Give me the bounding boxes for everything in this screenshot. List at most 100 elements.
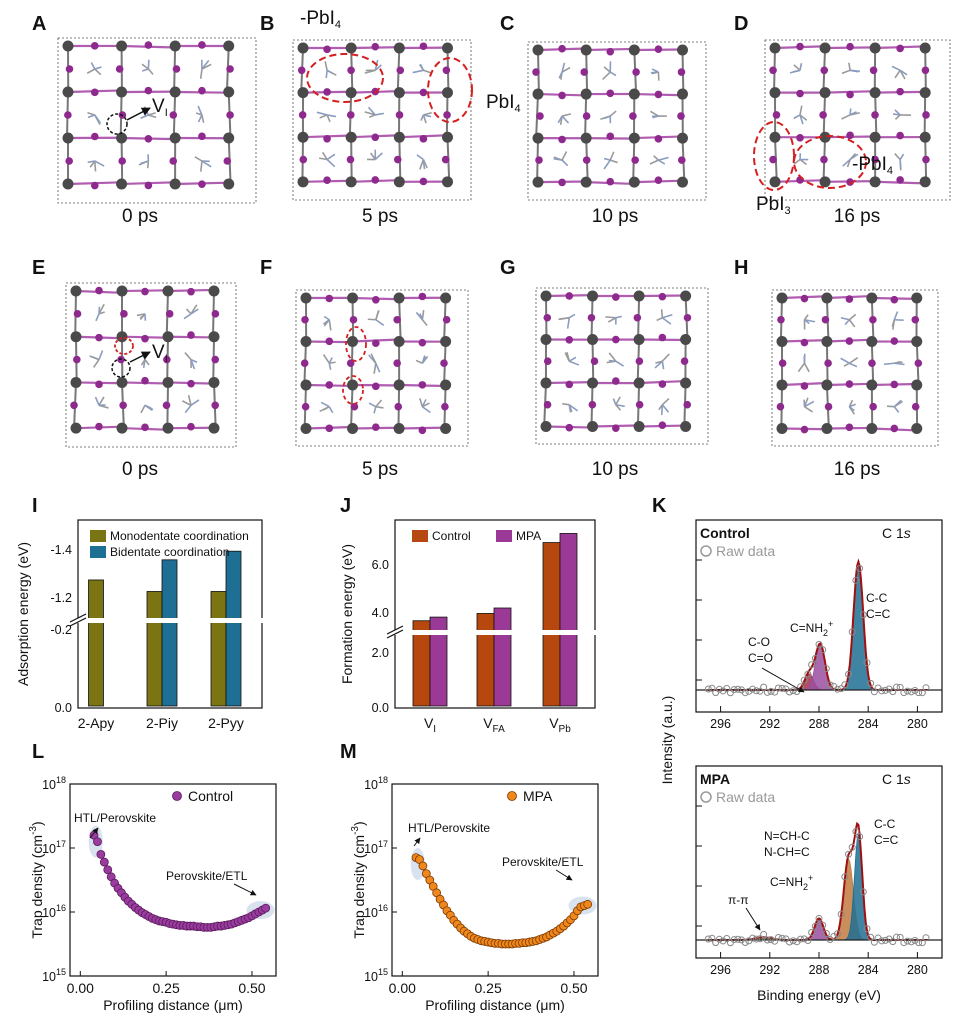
iodine-atom — [536, 112, 544, 120]
chart-l-legend: Control — [188, 788, 233, 804]
lead-atom — [776, 379, 788, 391]
lead-atom — [297, 176, 309, 188]
chart-k-mpa-raw-point — [848, 843, 856, 851]
lead-atom — [540, 377, 552, 389]
organic-cation — [561, 62, 566, 73]
lead-atom — [208, 376, 220, 388]
lead-atom — [440, 335, 452, 347]
lead-atom — [440, 422, 452, 434]
chart-k-label-c-o2: C=O — [748, 651, 773, 665]
organic-cation — [98, 396, 105, 406]
lead-atom — [821, 379, 833, 391]
lead-atom — [393, 292, 405, 304]
organic-cation — [197, 105, 203, 116]
iodine-atom — [90, 132, 99, 141]
iodine-atom — [187, 331, 195, 339]
lead-atom — [62, 178, 74, 190]
time-caption-e: 0 ps — [122, 459, 158, 480]
chart-k-control-raw-point — [837, 685, 845, 693]
lead-atom — [162, 285, 174, 297]
organic-cation — [561, 159, 569, 167]
panel-label-l: L — [32, 741, 44, 763]
organic-cation — [568, 360, 580, 366]
lead-atom — [911, 379, 923, 391]
chart-k-control-raw-point — [892, 683, 900, 691]
organic-cation — [140, 160, 149, 165]
chart-k-mpa-raw-point — [704, 935, 712, 943]
chart-i-ytick-2: -1.2 — [50, 591, 72, 605]
iodine-atom — [868, 359, 876, 368]
organic-cation — [419, 313, 424, 321]
iodine-atom — [169, 157, 178, 165]
organic-cation — [199, 68, 203, 79]
chart-l: Control HTL/Perovskite Perovskite/ETL Tr… — [28, 775, 277, 1013]
annotation-b-pbi4-right: PbI4 — [486, 92, 521, 115]
iodine-atom — [395, 111, 404, 119]
chart-k-control-raw-point — [771, 688, 779, 696]
iodine-atom — [301, 315, 309, 324]
chart-i-xtick-1: 2-Apy — [78, 715, 115, 731]
chart-k-control-raw-point — [719, 687, 727, 695]
chart-k-mpa-label-cnh2: C=NH2+ — [770, 873, 813, 892]
iodine-atom — [119, 401, 127, 410]
chart-k-mpa-raw-point — [922, 934, 930, 942]
organic-cation — [326, 114, 337, 118]
organic-cation — [893, 399, 902, 408]
iodine-atom — [776, 402, 785, 411]
lead-atom — [393, 379, 405, 391]
organic-cation — [848, 62, 851, 71]
organic-cation — [561, 113, 572, 117]
lead-atom — [116, 285, 128, 297]
chart-k-mpa-raw-point — [889, 938, 897, 946]
lead-atom — [532, 132, 544, 144]
lead-atom — [393, 335, 405, 347]
chart-k-control-raw-point — [841, 681, 849, 689]
organic-cation — [421, 399, 427, 408]
iodine-atom — [612, 424, 620, 432]
chart-k-control-raw-point — [911, 687, 919, 695]
iodine-atom — [911, 315, 920, 324]
chart-j-bar-0-1 — [429, 616, 448, 707]
lead-atom — [776, 422, 788, 434]
chart-k-control-raw-point — [808, 661, 816, 669]
organic-cation — [146, 160, 150, 169]
organic-cation — [320, 401, 330, 408]
chart-k-mpa-raw-point — [911, 937, 919, 945]
organic-cation — [144, 404, 154, 411]
organic-cation — [660, 309, 664, 318]
time-caption-f: 5 ps — [362, 459, 398, 480]
chart-i-ytick-4: 0.0 — [55, 701, 72, 715]
chart-l-point-2 — [96, 850, 106, 859]
organic-cation — [421, 406, 431, 414]
organic-cation — [849, 108, 852, 115]
iodine-atom — [419, 177, 428, 186]
lead-atom — [587, 420, 599, 432]
iodine-atom — [796, 42, 804, 51]
chart-k-control-raw-point — [915, 689, 923, 697]
iodine-atom — [371, 42, 380, 51]
chart-k-control-raw-point — [741, 689, 749, 697]
organic-cation — [140, 404, 146, 414]
panel-label-j: J — [340, 495, 351, 517]
chart-l-ytick-3: 1015 — [42, 967, 66, 984]
chart-k-mpa-raw-point — [760, 930, 768, 938]
organic-cation — [423, 114, 432, 118]
iodine-atom — [95, 286, 103, 295]
chart-k-mpa-raw-point — [892, 933, 900, 941]
iodine-atom — [393, 315, 401, 324]
organic-cation — [375, 405, 384, 409]
lead-atom — [347, 292, 359, 304]
iodine-atom — [914, 359, 923, 368]
lead-atom — [169, 86, 181, 98]
chart-k-mpa-xtick-1: 292 — [759, 963, 780, 977]
red-circle-f2 — [342, 375, 364, 405]
iodine-atom — [631, 156, 639, 164]
lead-atom — [866, 379, 878, 391]
chart-k-control-raw-point — [749, 685, 757, 693]
chart-k-control-legend: Raw data — [716, 543, 775, 559]
organic-cation — [197, 114, 203, 123]
iodine-atom — [90, 42, 99, 50]
iodine-atom — [440, 359, 448, 368]
md-snapshot-1 — [57, 37, 257, 204]
chart-m-ytick-1: 1017 — [364, 839, 388, 856]
